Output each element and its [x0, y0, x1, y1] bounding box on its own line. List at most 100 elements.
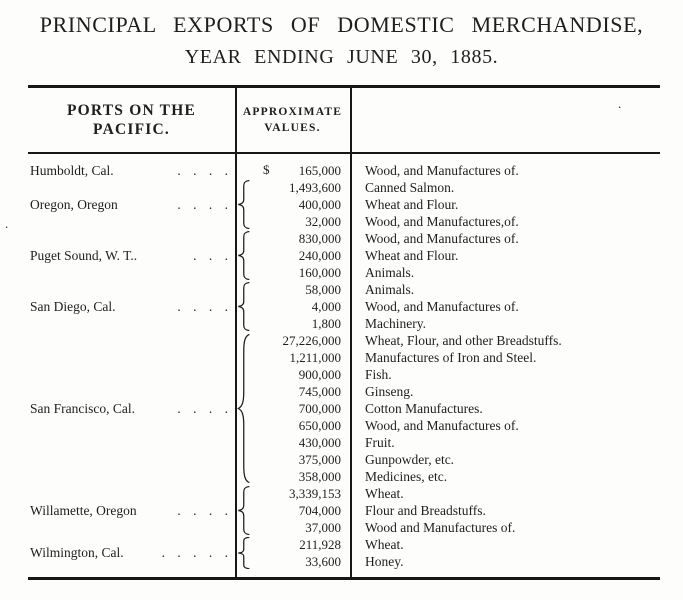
port-cell: San Diego, Cal. . . . .	[28, 281, 235, 332]
commodities-cell: Wheat. Honey.	[350, 536, 660, 570]
commodities-cell: Animals. Wood, and Manufactures of. Mach…	[350, 281, 660, 332]
commodity: Wood, and Manufactures of.	[365, 299, 519, 314]
commodity: Animals.	[365, 282, 415, 297]
commodity: Ginseng.	[365, 384, 414, 399]
value: 33,600	[305, 554, 341, 569]
commodity: Wood, and Manufactures of.	[365, 418, 519, 433]
commodity: Fruit.	[365, 435, 395, 450]
value: 704,000	[298, 503, 341, 518]
value: 430,000	[298, 435, 341, 450]
group-brace-icon	[237, 333, 250, 484]
port-name: Puget Sound, W. T..	[30, 247, 138, 263]
values-header-line-1: APPROXIMATE	[242, 106, 343, 118]
commodity: Wood, and Manufactures of.	[365, 231, 519, 246]
value: 1,800	[311, 316, 341, 331]
value: 1,493,600	[289, 180, 341, 195]
table-row-san-francisco: San Francisco, Cal. . . . . 27,226,000 1…	[28, 332, 660, 485]
commodity: Flour and Breadstuffs.	[365, 503, 486, 518]
values-cell: 3,339,153 704,000 37,000	[235, 485, 350, 536]
vertical-rule	[350, 88, 352, 577]
values-cell: 830,000 240,000 160,000	[235, 230, 350, 281]
group-brace-icon	[237, 486, 250, 535]
value: 32,000	[305, 214, 341, 229]
vertical-rule	[235, 88, 237, 577]
value: 358,000	[298, 469, 341, 484]
commodity: Medicines, etc.	[365, 469, 448, 484]
port-cell: Oregon, Oregon . . . .	[28, 179, 235, 230]
table-row-wilmington: Wilmington, Cal. . . . . . 211,928 33,60…	[28, 536, 660, 570]
commodity: Animals.	[365, 265, 415, 280]
commodity: Honey.	[365, 554, 404, 569]
values-cell: 27,226,000 1,211,000 900,000 745,000 700…	[235, 332, 350, 485]
title-line-1: PRINCIPAL EXPORTS OF DOMESTIC MERCHANDIS…	[39, 12, 644, 37]
commodity: Gunpowder, etc.	[365, 452, 455, 467]
value: 650,000	[298, 418, 341, 433]
value: 4,000	[311, 299, 341, 314]
table-row-humboldt: Humboldt, Cal. . . . . $ 165,000 Wood, a…	[28, 162, 660, 179]
values-cell: 58,000 4,000 1,800	[235, 281, 350, 332]
column-header-values: APPROXIMATE VALUES.	[235, 88, 350, 152]
values-header-line-2: VALUES.	[264, 122, 321, 134]
port-cell: San Francisco, Cal. . . . .	[28, 332, 235, 485]
value: 37,000	[305, 520, 341, 535]
group-brace-icon	[237, 537, 250, 569]
column-header-commodities	[350, 88, 660, 152]
value: 700,000	[298, 401, 341, 416]
commodities-cell: Wheat. Flour and Breadstuffs. Wood and M…	[350, 485, 660, 536]
commodities-cell: Wood, and Manufactures of. Wheat and Flo…	[350, 230, 660, 281]
value: 3,339,153	[289, 486, 341, 501]
value: 900,000	[298, 367, 341, 382]
port-name: Wilmington, Cal.	[30, 545, 124, 560]
value: 58,000	[305, 282, 341, 297]
port-name: Oregon, Oregon	[30, 196, 118, 212]
value: 160,000	[298, 265, 341, 280]
value: 375,000	[298, 452, 341, 467]
commodity: Wood, and Manufactures,of.	[365, 214, 519, 229]
dollar-sign: $	[263, 162, 270, 177]
commodity: Wheat and Flour.	[365, 248, 459, 263]
values-cell: $ 165,000	[235, 162, 350, 179]
values-cell: 211,928 33,600	[235, 536, 350, 570]
value: 240,000	[298, 248, 341, 263]
table-row-puget-sound: Puget Sound, W. T.. . . . 830,000 240,00…	[28, 230, 660, 281]
commodity: Machinery.	[365, 316, 426, 331]
port-cell: Willamette, Oregon . . . .	[28, 485, 235, 536]
port-cell: Puget Sound, W. T.. . . .	[28, 230, 235, 281]
port-cell: Humboldt, Cal. . . . .	[28, 162, 235, 179]
leader-dots: . . . .	[177, 502, 228, 518]
port-name: San Diego, Cal.	[30, 298, 116, 314]
commodity: Manufactures of Iron and Steel.	[365, 350, 537, 365]
title-line-2: YEAR ENDING JUNE 30, 1885.	[184, 46, 499, 68]
commodity: Canned Salmon.	[365, 180, 455, 195]
value: 400,000	[298, 197, 341, 212]
group-brace-icon	[237, 282, 250, 331]
value: 830,000	[298, 231, 341, 246]
ink-speck: .	[618, 96, 622, 111]
group-brace-icon	[237, 180, 250, 229]
commodities-cell: Wood, and Manufactures of.	[350, 162, 660, 179]
value: 211,928	[299, 537, 341, 552]
value: 165,000	[298, 163, 341, 178]
commodity: Wheat, Flour, and other Breadstuffs.	[365, 333, 562, 348]
commodity: Wheat and Flour.	[365, 197, 459, 212]
leader-dots: . . . .	[177, 196, 228, 212]
commodity: Cotton Manufactures.	[365, 401, 483, 416]
group-brace-icon	[237, 231, 250, 280]
leader-dots: . . . .	[177, 298, 228, 314]
commodity: Fish.	[365, 367, 392, 382]
table-header-row: PORTS ON THE PACIFIC. APPROXIMATE VALUES…	[28, 88, 660, 154]
commodity: Wood, and Manufactures of.	[365, 163, 519, 178]
port-name: Humboldt, Cal.	[30, 162, 114, 178]
values-cell: 1,493,600 400,000 32,000	[235, 179, 350, 230]
port-name: San Francisco, Cal.	[30, 400, 135, 416]
value: 27,226,000	[282, 333, 342, 348]
commodity: Wheat.	[365, 486, 404, 501]
ink-speck: .	[5, 216, 9, 231]
page-title: PRINCIPAL EXPORTS OF DOMESTIC MERCHANDIS…	[0, 0, 683, 69]
commodities-cell: Canned Salmon. Wheat and Flour. Wood, an…	[350, 179, 660, 230]
commodity: Wheat.	[365, 537, 404, 552]
port-name: Willamette, Oregon	[30, 502, 137, 518]
ports-header-line-1: PORTS ON THE	[67, 102, 196, 119]
exports-table: PORTS ON THE PACIFIC. APPROXIMATE VALUES…	[28, 85, 660, 580]
commodity: Wood and Manufactures of.	[365, 520, 516, 535]
